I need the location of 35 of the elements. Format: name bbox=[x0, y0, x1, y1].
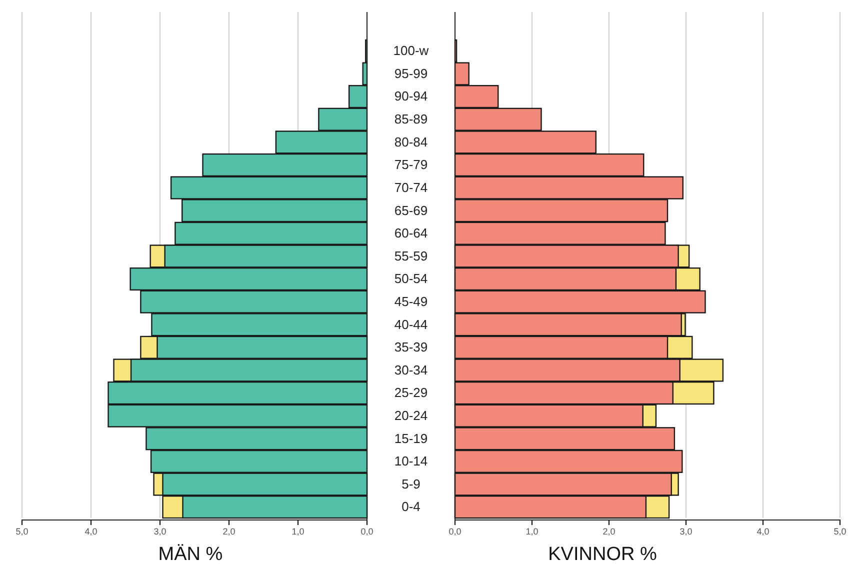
y-tick-label: 40-44 bbox=[394, 316, 428, 332]
y-tick-label: 45-49 bbox=[394, 294, 428, 309]
y-tick-label: 30-34 bbox=[394, 362, 428, 378]
y-tick-label: 5-9 bbox=[402, 476, 420, 492]
x-tick-label: 0,0 bbox=[360, 526, 374, 536]
x-tick-label: 4,0 bbox=[84, 526, 98, 536]
y-tick-label: 0-4 bbox=[402, 499, 420, 514]
x-tick-label: 1,0 bbox=[526, 526, 538, 536]
x-axis-title: KVINNOR % bbox=[548, 544, 657, 565]
x-tick-label: 2,0 bbox=[222, 526, 236, 536]
y-tick-label: 20-24 bbox=[394, 408, 428, 423]
y-tick-label: 70-74 bbox=[394, 180, 428, 195]
y-tick-label: 35-39 bbox=[394, 340, 428, 355]
x-tick-label: 2,0 bbox=[602, 526, 616, 536]
x-tick-label: 4,0 bbox=[756, 526, 770, 536]
y-tick-label: 60-64 bbox=[394, 226, 428, 241]
y-tick-label: 25-29 bbox=[394, 385, 428, 400]
y-tick-label: 15-19 bbox=[394, 430, 428, 446]
x-tick-label: 5,0 bbox=[16, 526, 28, 536]
x-tick-label: 5,0 bbox=[834, 526, 846, 536]
y-tick-label: 90-94 bbox=[394, 88, 428, 104]
y-tick-label: 75-79 bbox=[394, 157, 428, 172]
y-tick-label: 80-84 bbox=[394, 134, 428, 150]
x-tick-label: 0,0 bbox=[448, 526, 462, 536]
y-tick-label: 65-69 bbox=[394, 202, 428, 218]
y-tick-label: 50-54 bbox=[394, 271, 428, 286]
y-tick-label: 100-w bbox=[393, 43, 430, 58]
y-tick-label: 95-99 bbox=[394, 66, 428, 81]
x-tick-label: 3,0 bbox=[154, 526, 166, 536]
x-tick-label: 1,0 bbox=[292, 526, 304, 536]
y-tick-label: 85-89 bbox=[394, 112, 428, 127]
y-tick-label: 55-59 bbox=[394, 248, 428, 264]
x-axis-title: MÄN % bbox=[158, 544, 223, 565]
x-tick-label: 3,0 bbox=[680, 526, 692, 536]
y-tick-label: 10-14 bbox=[394, 454, 428, 469]
